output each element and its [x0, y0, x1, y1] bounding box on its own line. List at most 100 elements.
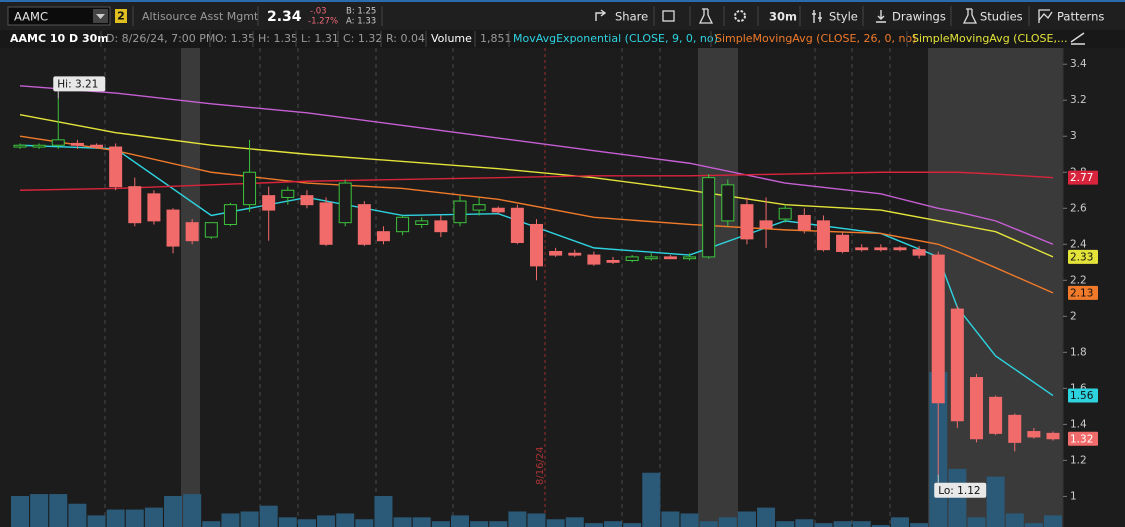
info-bar: [0, 30, 1125, 48]
y-tick-label: 1.4: [1070, 418, 1087, 430]
candle-body: [969, 377, 983, 440]
volume-bar: [11, 496, 29, 527]
volume-bar: [431, 521, 450, 527]
candle-body: [740, 204, 754, 240]
candle-body: [453, 200, 467, 224]
candle-body: [166, 209, 180, 247]
volume-bar: [164, 496, 183, 527]
link-group: 2: [117, 10, 125, 23]
y-tick-label: 2.4: [1070, 238, 1087, 250]
volume-bar: [297, 519, 316, 527]
candle-body: [109, 146, 123, 188]
toolbar-accent: [0, 0, 1125, 2]
style-icon[interactable]: [812, 10, 822, 23]
share-icon[interactable]: [595, 9, 607, 21]
volume-bar: [948, 468, 967, 527]
extended-hours-band: [928, 48, 1063, 527]
price-tag-label: 2.13: [1070, 287, 1093, 299]
candle-body: [376, 231, 390, 242]
link-badge[interactable]: [115, 9, 127, 23]
candle-body: [587, 254, 601, 265]
volume-bar: [757, 507, 776, 527]
patterns-button[interactable]: Patterns: [1057, 10, 1104, 24]
studies-button[interactable]: Studies: [980, 10, 1023, 24]
candle-body: [759, 220, 773, 229]
candle-body: [874, 247, 888, 251]
dropdown-arrow: [96, 14, 105, 19]
candle-layer: [13, 98, 1060, 475]
y-tick-label: 2.2: [1070, 274, 1087, 286]
drawings-icon[interactable]: [876, 10, 886, 23]
studies-icon[interactable]: [962, 8, 978, 24]
patterns-icon[interactable]: [1038, 9, 1053, 23]
bar-range: R: 0.04: [386, 32, 425, 45]
candle-body: [836, 234, 850, 252]
candle-body: [702, 177, 716, 258]
flask-icon[interactable]: [698, 8, 714, 24]
volume-bar: [30, 494, 49, 527]
candle-body: [415, 220, 429, 225]
high-label: Hi: 3.21: [57, 78, 98, 90]
candle-body: [989, 396, 1003, 434]
extended-hours-band: [181, 48, 200, 527]
candle-body: [683, 256, 697, 260]
volume-bar: [795, 519, 814, 527]
bid: B: 1.25: [346, 7, 376, 17]
annotation-layer: Hi: 3.21 Lo: 1.12: [53, 76, 987, 498]
candle-body: [262, 195, 276, 211]
candle-body: [338, 182, 352, 224]
volume-bar: [699, 521, 718, 527]
study-label[interactable]: MovAvgExponential (CLOSE, 9, 0, no): [513, 32, 718, 45]
candle-body: [931, 254, 945, 404]
expand-icon[interactable]: [1070, 32, 1085, 45]
candle-body: [549, 250, 563, 256]
candle-body: [721, 184, 735, 222]
candle-body: [51, 139, 65, 146]
volume-layer: [11, 372, 1062, 527]
extended-hours-band: [698, 48, 738, 527]
volume-bar: [106, 509, 125, 527]
volume-bar: [412, 517, 431, 527]
percent-change: -1.27%: [308, 17, 338, 27]
toolbar: [0, 0, 1125, 30]
candle-body: [950, 308, 964, 422]
candle-body: [90, 144, 104, 148]
drawings-button[interactable]: Drawings: [892, 10, 946, 24]
volume-bar: [202, 521, 221, 527]
candle-body: [357, 204, 371, 245]
symbol-input[interactable]: [7, 6, 111, 26]
bar-close: C: 1.32: [343, 32, 382, 45]
bar-date: D: 8/26/24, 7:00 PM: [106, 32, 215, 45]
volume-bar: [986, 476, 1005, 527]
volume-bar: [661, 511, 680, 527]
style-button[interactable]: Style: [829, 10, 858, 24]
volume-bar: [221, 513, 240, 527]
study-line: [19, 135, 1054, 294]
candle-body: [70, 142, 84, 146]
candle-body: [319, 202, 333, 245]
volume-bar: [814, 523, 833, 527]
volume-bar: [967, 517, 986, 527]
volume-bar: [450, 515, 469, 527]
share-button[interactable]: Share: [615, 10, 648, 24]
volume-bar: [125, 509, 144, 527]
timeframe-button[interactable]: 30m: [769, 10, 797, 24]
price-tag: [1068, 388, 1098, 403]
settings-icon[interactable]: [734, 10, 746, 22]
volume-bar: [259, 505, 278, 527]
y-tick-label: 2.6: [1070, 202, 1087, 214]
study-label[interactable]: SimpleMovingAvg (CLOSE,...: [912, 32, 1067, 45]
study-line: [19, 171, 1054, 191]
snapshot-icon[interactable]: [662, 10, 675, 22]
candle-body: [1008, 414, 1022, 443]
volume-bar: [1024, 523, 1043, 527]
volume-bar: [737, 511, 756, 527]
y-tick-label: 3.2: [1070, 94, 1087, 106]
volume-bar: [604, 521, 623, 527]
study-label[interactable]: SimpleMovingAvg (CLOSE, 26, 0, no): [715, 32, 916, 45]
study-line: [19, 85, 1054, 245]
price-tag-label: 2.77: [1070, 172, 1093, 184]
volume-bar: [910, 523, 929, 527]
candle-body: [663, 256, 677, 260]
volume-bar: [852, 521, 871, 527]
